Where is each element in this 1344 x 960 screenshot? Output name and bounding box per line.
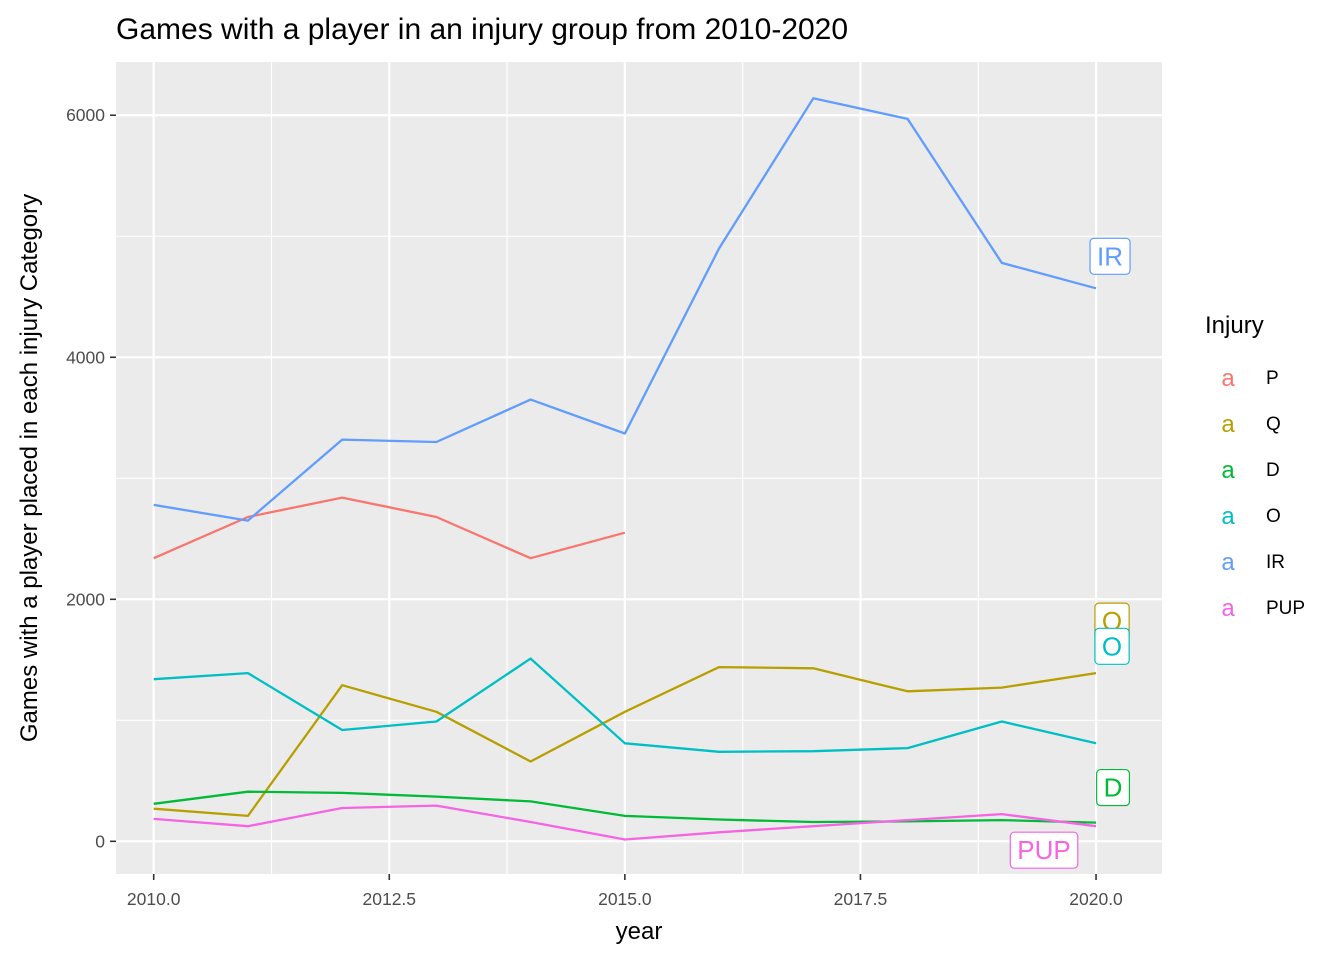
x-tick-label: 2020.0 [1069, 889, 1123, 909]
x-tick-label: 2010.0 [127, 889, 181, 909]
series-line-pup [153, 804, 1097, 841]
legend-key-ir: a [1221, 549, 1235, 576]
x-axis: 2010.0 2012.5 2015.0 2017.5 2020.0 [127, 874, 1123, 909]
legend-key-o: a [1221, 503, 1235, 530]
y-axis: 0 2000 4000 6000 [66, 105, 116, 851]
legend-label-p: P [1266, 368, 1279, 389]
y-tick-label: 6000 [66, 105, 105, 125]
end-label-o: O [1094, 627, 1130, 665]
x-tick-label: 2012.5 [363, 889, 417, 909]
x-tick-label: 2017.5 [834, 889, 888, 909]
x-tick-label: 2015.0 [598, 889, 652, 909]
legend-key-pup: a [1221, 595, 1235, 622]
series-line-o [153, 657, 1097, 753]
end-label-d: D [1096, 768, 1131, 807]
minor-gridlines [116, 62, 1162, 874]
end-label-box [1009, 831, 1079, 869]
end-label-text: D [1104, 773, 1123, 803]
end-label-text: PUP [1017, 835, 1070, 865]
y-tick-label: 2000 [66, 589, 105, 609]
legend-label-q: Q [1266, 414, 1281, 435]
major-gridlines [116, 62, 1162, 874]
legend-key-q: a [1221, 411, 1235, 438]
legend: Injury a Pa Qa Da Oa IR a PUP [1205, 312, 1305, 622]
series-line-p [153, 496, 626, 560]
end-label-box [1094, 627, 1130, 665]
chart-title: Games with a player in an injury group f… [116, 13, 848, 46]
end-label-text: IR [1097, 241, 1123, 271]
end-label-ir: IR [1089, 237, 1131, 275]
y-tick-label: 4000 [66, 347, 105, 367]
legend-label-o: O [1266, 506, 1281, 527]
series-lines [153, 97, 1097, 841]
series-line-ir [153, 97, 1097, 522]
legend-label-ir: IR [1266, 552, 1285, 573]
end-label-pup: PUP [1009, 831, 1079, 869]
end-label-text: O [1102, 631, 1122, 661]
plot-panel [116, 62, 1162, 874]
end-label-box [1089, 237, 1131, 275]
legend-label-d: D [1266, 460, 1280, 481]
legend-title: Injury [1205, 312, 1264, 339]
series-line-q [153, 665, 1097, 818]
series-line-d [153, 790, 1097, 824]
legend-key-p: a [1221, 365, 1235, 392]
y-axis-title: Games with a player placed in each injur… [16, 194, 43, 742]
y-tick-label: 0 [95, 831, 105, 851]
legend-label-pup: PUP [1266, 598, 1305, 619]
x-axis-title: year [616, 918, 663, 945]
end-label-box [1096, 768, 1131, 807]
legend-key-d: a [1221, 457, 1235, 484]
